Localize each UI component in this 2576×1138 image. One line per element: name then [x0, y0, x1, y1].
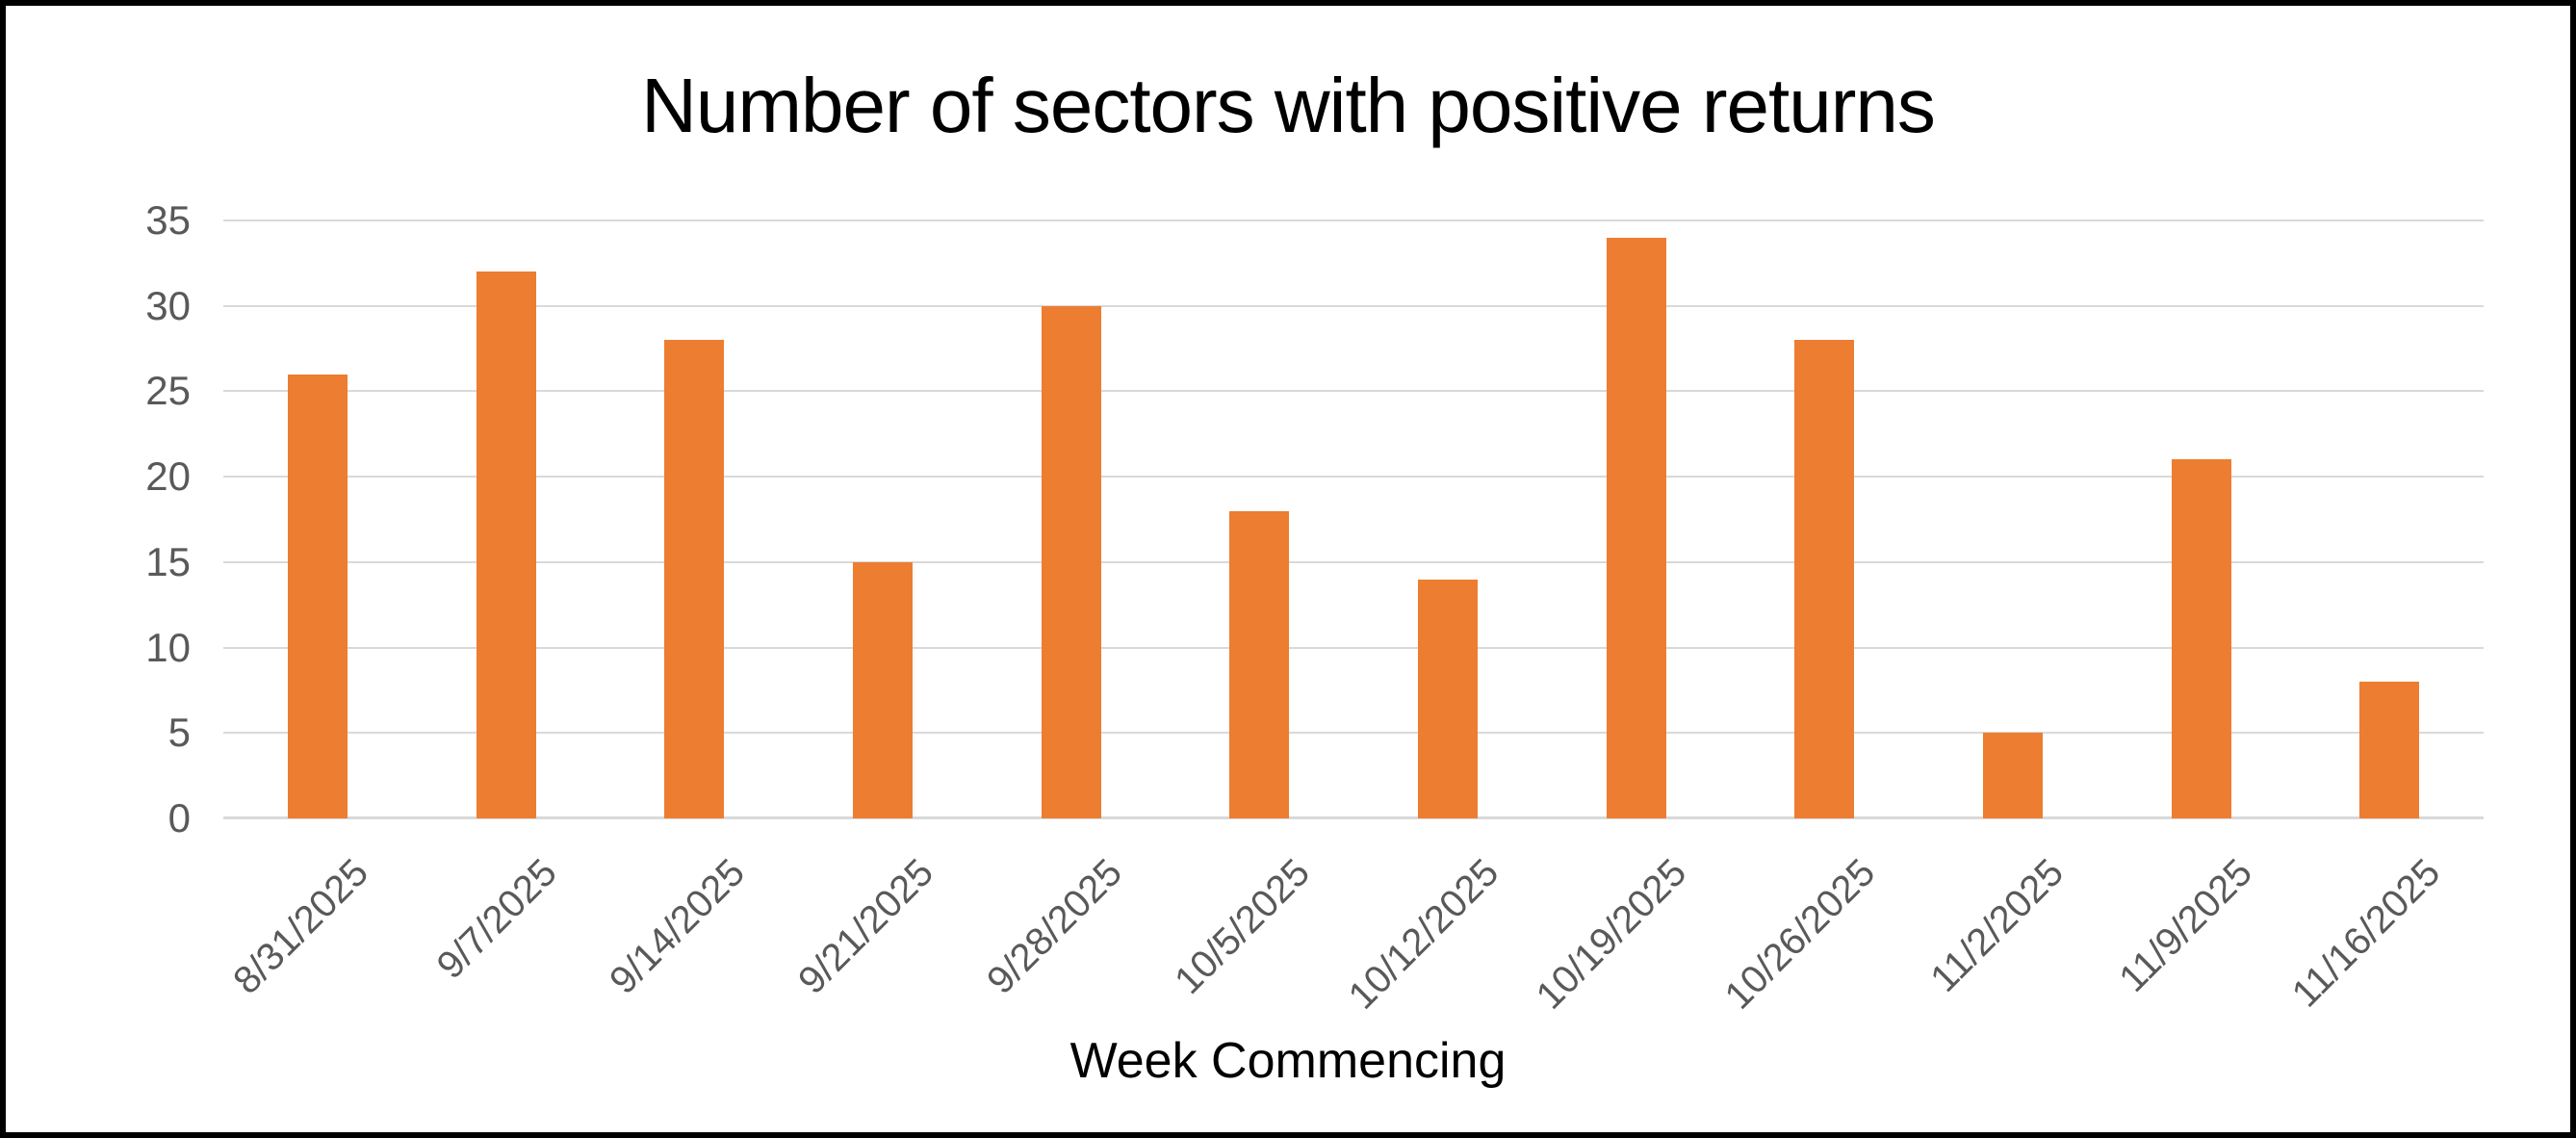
gridline — [223, 304, 2484, 307]
y-tick-label: 0 — [167, 795, 191, 841]
bar-10/12/2025 — [1417, 579, 1478, 818]
x-tick-label: 10/12/2025 — [1340, 851, 1507, 1018]
x-tick-label: 11/2/2025 — [1922, 851, 2072, 1000]
x-tick-label: 11/9/2025 — [2110, 851, 2260, 1000]
x-tick-label: 9/7/2025 — [428, 851, 565, 988]
bar-9/14/2025 — [664, 340, 725, 818]
bar-11/16/2025 — [2359, 682, 2420, 818]
bar-10/5/2025 — [1229, 510, 1290, 818]
y-tick-label: 20 — [145, 453, 191, 500]
x-tick-label: 11/16/2025 — [2283, 851, 2449, 1016]
x-axis-line — [223, 816, 2484, 819]
gridline — [223, 732, 2484, 735]
plot-area — [223, 220, 2484, 819]
x-tick-label: 10/5/2025 — [1167, 851, 1319, 1002]
y-tick-label: 25 — [145, 368, 191, 414]
x-tick-label: 10/26/2025 — [1716, 851, 1884, 1018]
bar-11/9/2025 — [2171, 459, 2231, 818]
bar-11/2/2025 — [1982, 733, 2043, 818]
x-tick-label: 8/31/2025 — [225, 851, 376, 1002]
y-tick-label: 35 — [145, 197, 191, 243]
x-tick-label: 10/19/2025 — [1528, 851, 1695, 1018]
y-tick-label: 5 — [167, 710, 191, 756]
gridline — [223, 390, 2484, 393]
bar-9/21/2025 — [852, 561, 913, 818]
x-tick-label: 9/28/2025 — [978, 851, 1130, 1002]
bar-10/26/2025 — [1794, 340, 1855, 818]
gridline — [223, 560, 2484, 563]
gridline — [223, 646, 2484, 649]
gridline — [223, 476, 2484, 478]
bar-10/19/2025 — [1606, 237, 1666, 818]
y-tick-label: 30 — [145, 282, 191, 328]
chart-title: Number of sectors with positive returns — [641, 63, 1936, 148]
bar-8/31/2025 — [287, 374, 348, 818]
y-tick-label: 15 — [145, 538, 191, 584]
x-axis-title: Week Commencing — [1069, 1033, 1507, 1089]
y-tick-label: 10 — [145, 624, 191, 670]
gridline — [223, 220, 2484, 221]
x-tick-label: 9/21/2025 — [790, 851, 941, 1002]
x-tick-label: 9/14/2025 — [602, 851, 754, 1002]
bar-9/28/2025 — [1041, 305, 1101, 818]
bar-9/7/2025 — [476, 272, 536, 818]
